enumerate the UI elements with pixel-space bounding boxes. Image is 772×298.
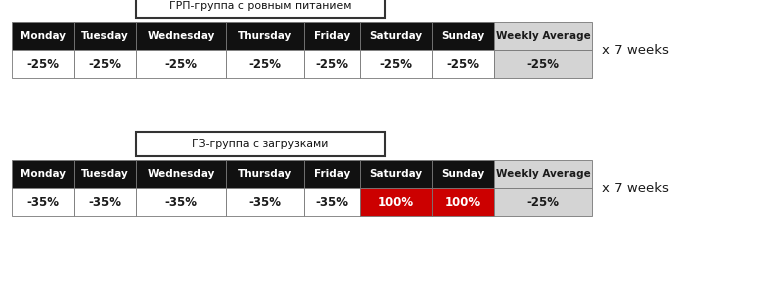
Text: ГЗ-группа с загрузками: ГЗ-группа с загрузками	[192, 139, 329, 149]
Text: -25%: -25%	[527, 58, 560, 71]
Text: -35%: -35%	[316, 195, 348, 209]
Text: Wednesday: Wednesday	[147, 31, 215, 41]
Bar	[74, 160, 136, 188]
Bar	[74, 22, 136, 50]
Text: Thursday: Thursday	[238, 169, 292, 179]
Text: Tuesday: Tuesday	[81, 31, 129, 41]
Text: -25%: -25%	[316, 58, 348, 71]
Bar	[226, 160, 304, 188]
Text: 100%: 100%	[445, 195, 481, 209]
Bar	[304, 22, 360, 50]
Text: -25%: -25%	[446, 58, 479, 71]
Bar	[12, 188, 74, 216]
Text: -25%: -25%	[527, 195, 560, 209]
Bar	[494, 22, 592, 50]
Bar	[136, 50, 226, 78]
Bar	[12, 22, 74, 50]
Bar	[136, 22, 226, 50]
Bar	[494, 188, 592, 216]
Text: Thursday: Thursday	[238, 31, 292, 41]
Text: Weekly Average: Weekly Average	[496, 31, 591, 41]
FancyBboxPatch shape	[136, 0, 385, 18]
Bar	[74, 50, 136, 78]
Text: 100%: 100%	[378, 195, 414, 209]
Text: x 7 weeks: x 7 weeks	[602, 44, 669, 57]
Text: Wednesday: Wednesday	[147, 169, 215, 179]
Bar	[432, 188, 494, 216]
Text: -25%: -25%	[249, 58, 282, 71]
Bar	[12, 50, 74, 78]
Bar	[304, 50, 360, 78]
Text: Weekly Average: Weekly Average	[496, 169, 591, 179]
Text: Friday: Friday	[314, 31, 350, 41]
Text: Sunday: Sunday	[442, 169, 485, 179]
Bar	[360, 50, 432, 78]
Text: Monday: Monday	[20, 31, 66, 41]
Text: Saturday: Saturday	[370, 169, 422, 179]
Bar	[12, 160, 74, 188]
Bar	[432, 160, 494, 188]
Bar	[360, 22, 432, 50]
Text: Tuesday: Tuesday	[81, 169, 129, 179]
Bar	[226, 188, 304, 216]
Text: -35%: -35%	[26, 195, 59, 209]
Bar	[432, 50, 494, 78]
Bar	[226, 22, 304, 50]
Bar	[226, 50, 304, 78]
Text: Saturday: Saturday	[370, 31, 422, 41]
FancyBboxPatch shape	[136, 132, 385, 156]
Text: -25%: -25%	[26, 58, 59, 71]
Text: x 7 weeks: x 7 weeks	[602, 181, 669, 195]
Bar	[360, 188, 432, 216]
Text: Sunday: Sunday	[442, 31, 485, 41]
Text: -35%: -35%	[89, 195, 121, 209]
Bar	[136, 188, 226, 216]
Text: -25%: -25%	[380, 58, 412, 71]
Text: -25%: -25%	[164, 58, 198, 71]
Text: -25%: -25%	[89, 58, 121, 71]
Text: -35%: -35%	[249, 195, 282, 209]
Bar	[494, 160, 592, 188]
Bar	[136, 160, 226, 188]
Text: -35%: -35%	[164, 195, 198, 209]
Bar	[304, 160, 360, 188]
Text: Monday: Monday	[20, 169, 66, 179]
Bar	[360, 160, 432, 188]
Text: Friday: Friday	[314, 169, 350, 179]
Text: ГРП-группа с ровным питанием: ГРП-группа с ровным питанием	[169, 1, 352, 11]
Bar	[432, 22, 494, 50]
Bar	[74, 188, 136, 216]
Bar	[494, 50, 592, 78]
Bar	[304, 188, 360, 216]
